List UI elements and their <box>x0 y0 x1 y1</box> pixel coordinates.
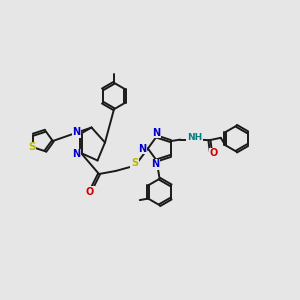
Text: N: N <box>72 127 81 137</box>
Text: O: O <box>86 187 94 197</box>
Text: S: S <box>28 142 35 152</box>
Text: N: N <box>138 143 147 154</box>
Text: O: O <box>210 148 218 158</box>
Text: N: N <box>72 149 81 160</box>
Text: N: N <box>151 159 159 170</box>
Text: N: N <box>152 128 160 138</box>
Text: S: S <box>131 158 138 169</box>
Text: NH: NH <box>187 133 202 142</box>
